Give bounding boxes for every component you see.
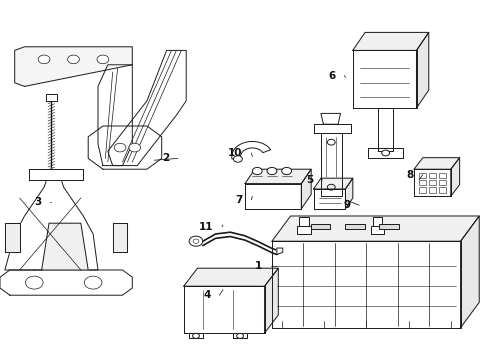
Polygon shape xyxy=(353,50,416,108)
Bar xyxy=(379,224,399,229)
Polygon shape xyxy=(88,126,162,169)
Polygon shape xyxy=(353,32,429,50)
Bar xyxy=(297,226,311,234)
Bar xyxy=(370,226,384,234)
Polygon shape xyxy=(461,216,479,328)
Circle shape xyxy=(129,143,141,152)
Polygon shape xyxy=(321,133,342,196)
Polygon shape xyxy=(451,158,460,196)
Polygon shape xyxy=(15,47,132,86)
Polygon shape xyxy=(5,223,20,252)
Polygon shape xyxy=(314,189,345,209)
Circle shape xyxy=(84,276,102,289)
Polygon shape xyxy=(321,113,341,124)
Polygon shape xyxy=(314,124,351,133)
Circle shape xyxy=(25,276,43,289)
Text: 5: 5 xyxy=(306,175,314,185)
Circle shape xyxy=(237,333,244,338)
Polygon shape xyxy=(189,333,203,338)
Text: 4: 4 xyxy=(203,290,211,300)
Polygon shape xyxy=(414,158,460,169)
Bar xyxy=(439,187,446,193)
Circle shape xyxy=(252,167,262,175)
Bar xyxy=(439,180,446,185)
Polygon shape xyxy=(416,32,429,108)
Circle shape xyxy=(97,55,109,64)
Polygon shape xyxy=(368,148,403,158)
Bar xyxy=(419,187,426,193)
Circle shape xyxy=(282,167,292,175)
Bar xyxy=(439,173,446,178)
Text: 7: 7 xyxy=(235,195,243,205)
Polygon shape xyxy=(277,248,283,255)
Bar xyxy=(429,180,436,185)
Bar xyxy=(429,173,436,178)
Text: 11: 11 xyxy=(198,222,213,232)
Polygon shape xyxy=(301,169,311,209)
Bar xyxy=(419,180,426,185)
Text: 8: 8 xyxy=(407,170,414,180)
Bar xyxy=(345,224,365,229)
Polygon shape xyxy=(245,184,301,209)
Polygon shape xyxy=(0,270,132,295)
Bar xyxy=(429,187,436,193)
Circle shape xyxy=(38,55,50,64)
Circle shape xyxy=(193,333,199,338)
Bar xyxy=(419,173,426,178)
Polygon shape xyxy=(345,178,353,209)
Bar xyxy=(372,217,382,226)
Bar xyxy=(299,217,309,226)
Text: 1: 1 xyxy=(255,261,262,271)
Polygon shape xyxy=(414,169,451,196)
Circle shape xyxy=(189,236,203,246)
Polygon shape xyxy=(272,216,479,241)
Text: 3: 3 xyxy=(34,197,42,207)
Polygon shape xyxy=(272,241,461,328)
Polygon shape xyxy=(5,173,98,270)
Polygon shape xyxy=(108,50,186,166)
Bar xyxy=(311,224,330,229)
Circle shape xyxy=(234,156,243,162)
Circle shape xyxy=(267,167,277,175)
Polygon shape xyxy=(233,333,247,338)
Polygon shape xyxy=(184,268,278,286)
Circle shape xyxy=(193,239,199,243)
Circle shape xyxy=(382,150,390,156)
Polygon shape xyxy=(113,223,127,252)
Text: 6: 6 xyxy=(328,71,336,81)
Text: 10: 10 xyxy=(228,148,243,158)
Polygon shape xyxy=(42,223,88,270)
Polygon shape xyxy=(46,94,57,101)
Polygon shape xyxy=(98,65,132,166)
Circle shape xyxy=(68,55,79,64)
Circle shape xyxy=(114,143,126,152)
Polygon shape xyxy=(29,169,83,180)
Polygon shape xyxy=(184,286,265,333)
Polygon shape xyxy=(314,178,353,189)
Text: 2: 2 xyxy=(162,153,169,163)
Polygon shape xyxy=(245,169,311,184)
Polygon shape xyxy=(265,268,278,333)
Polygon shape xyxy=(232,141,270,159)
Text: 9: 9 xyxy=(343,200,350,210)
Polygon shape xyxy=(378,108,393,151)
